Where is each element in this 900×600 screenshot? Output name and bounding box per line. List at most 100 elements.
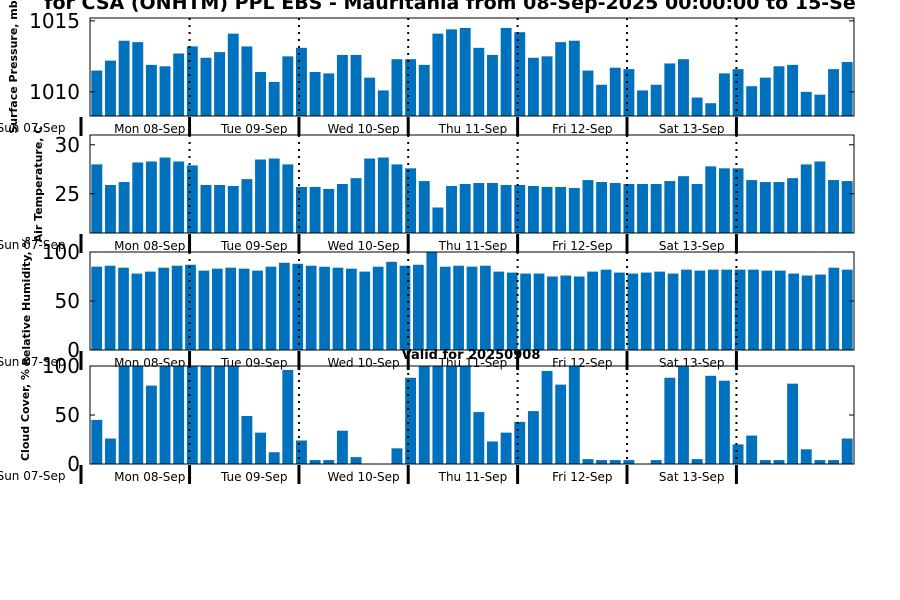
x-day-label: Fri 12-Sep xyxy=(552,356,612,370)
bar xyxy=(541,56,553,116)
bar xyxy=(200,184,212,233)
bar xyxy=(296,186,307,233)
bar xyxy=(391,448,403,464)
bar xyxy=(459,366,471,464)
bar xyxy=(225,267,237,350)
y-tick-label: 25 xyxy=(55,182,80,206)
bar xyxy=(627,273,639,350)
bar xyxy=(418,64,430,116)
bar xyxy=(814,94,826,116)
bar xyxy=(681,269,692,350)
bar xyxy=(800,91,812,116)
x-start-label: Sun 07-Sep xyxy=(0,355,65,369)
x-day-label: Wed 10-Sep xyxy=(327,356,399,370)
bar xyxy=(533,273,545,350)
bar xyxy=(453,265,464,350)
bar xyxy=(568,187,580,233)
x-day-label: Sat 13-Sep xyxy=(659,356,725,370)
bar xyxy=(640,272,652,350)
bar xyxy=(364,77,376,116)
x-day-label: Sat 13-Sep xyxy=(659,239,725,253)
bar xyxy=(391,59,403,116)
bar xyxy=(732,444,744,464)
bar xyxy=(734,269,746,350)
bar xyxy=(801,275,813,350)
bar xyxy=(309,460,321,464)
bar xyxy=(609,183,621,233)
bar xyxy=(828,69,839,116)
bar xyxy=(336,54,348,116)
bar xyxy=(547,276,558,350)
bar xyxy=(426,252,438,350)
bar xyxy=(144,271,156,350)
x-day-label: Thu 11-Sep xyxy=(438,470,508,484)
bar xyxy=(309,71,321,116)
bar xyxy=(746,180,758,233)
x-day-label: Fri 12-Sep xyxy=(552,122,612,136)
bar xyxy=(787,178,799,233)
bar xyxy=(364,158,376,233)
bar xyxy=(405,168,417,233)
y-tick-label: 30 xyxy=(55,133,80,157)
bar xyxy=(746,435,758,464)
bar xyxy=(418,181,430,233)
x-day-label: Tue 09-Sep xyxy=(220,239,288,253)
bar xyxy=(773,182,785,233)
bar xyxy=(841,269,853,350)
bar xyxy=(309,186,321,233)
x-day-label: Sat 13-Sep xyxy=(659,470,725,484)
x-day-label: Wed 10-Sep xyxy=(327,122,399,136)
bar xyxy=(487,441,498,464)
bar xyxy=(200,57,212,116)
bar xyxy=(198,270,210,350)
bar xyxy=(323,73,335,116)
y-tick-label: 100 xyxy=(42,354,80,378)
bar xyxy=(159,157,171,233)
bar xyxy=(774,270,786,350)
bar xyxy=(296,440,307,464)
bar xyxy=(582,459,594,464)
bar xyxy=(623,184,635,233)
bar xyxy=(118,182,130,233)
x-day-label: Thu 11-Sep xyxy=(438,122,508,136)
bar xyxy=(132,366,144,464)
bar xyxy=(654,271,666,350)
y-axis-label: Surface Pressure, mb xyxy=(7,0,20,133)
bar xyxy=(350,54,362,116)
bar xyxy=(227,366,239,464)
bar xyxy=(466,266,478,350)
bar xyxy=(761,270,773,350)
bar xyxy=(718,168,730,233)
axes-frame xyxy=(89,17,855,117)
bar xyxy=(282,164,294,233)
bar xyxy=(377,157,389,233)
bar xyxy=(359,271,371,350)
bar xyxy=(145,385,157,464)
bar xyxy=(487,54,498,116)
bar xyxy=(664,63,676,116)
bar xyxy=(527,411,539,464)
bar xyxy=(332,267,344,350)
axes-frame xyxy=(89,134,855,234)
bar xyxy=(800,164,812,233)
bar xyxy=(480,265,491,350)
bar xyxy=(159,66,171,116)
bar xyxy=(131,273,143,350)
bar xyxy=(746,86,758,116)
bar xyxy=(145,64,157,116)
bar xyxy=(609,460,621,464)
bar xyxy=(323,188,335,233)
chart-panel-3: 0 50 100 Relative Humidity, %Sun 07-Sep Mon … xyxy=(0,236,855,370)
bar xyxy=(787,64,799,116)
bar xyxy=(296,47,307,116)
bar xyxy=(186,165,198,233)
bar xyxy=(500,184,512,233)
bar xyxy=(323,460,335,464)
x-day-label: Wed 10-Sep xyxy=(327,470,399,484)
bar xyxy=(459,184,471,233)
bar xyxy=(105,184,116,233)
bar xyxy=(118,267,129,350)
bar xyxy=(173,53,185,116)
bar xyxy=(773,460,785,464)
